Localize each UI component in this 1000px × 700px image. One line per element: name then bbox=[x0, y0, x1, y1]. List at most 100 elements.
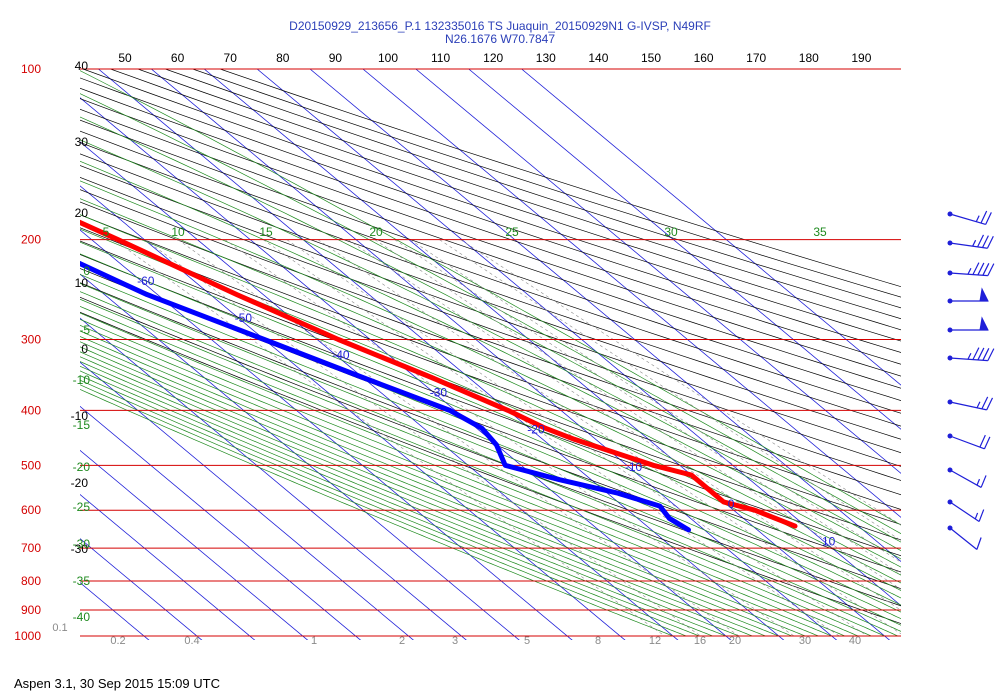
left-dew-label: -35 bbox=[73, 574, 91, 588]
moist-adiabat-line bbox=[80, 356, 766, 637]
left-temp-label: -10 bbox=[71, 409, 89, 423]
dry-adiabat-line bbox=[80, 87, 901, 365]
sounding-traces bbox=[80, 219, 798, 533]
wind-barb-flag bbox=[980, 475, 987, 488]
moist-adiabat-line bbox=[80, 389, 674, 637]
mixing-ratio-line bbox=[460, 239, 901, 526]
mixing-ratio-line bbox=[410, 239, 901, 563]
mixing-ratio-label: 0.1 bbox=[52, 622, 67, 634]
mixing-ratio-label: 3 bbox=[452, 635, 458, 647]
chart-title-line2: N26.1676 W70.7847 bbox=[444, 32, 556, 46]
moist-adiabat-line bbox=[80, 291, 901, 632]
isotherm-line bbox=[80, 449, 309, 640]
theta-e-label: 20 bbox=[369, 225, 383, 239]
moist-adiabat-line bbox=[80, 379, 700, 637]
isotherm-line bbox=[80, 538, 203, 640]
isotherm-label: -30 bbox=[430, 385, 448, 399]
dry-adiabat-line bbox=[80, 142, 901, 427]
isotherm-line bbox=[80, 361, 414, 640]
dry-adiabat-line bbox=[136, 69, 901, 320]
dry-adiabat-line bbox=[80, 240, 901, 541]
isotherm-label: -50 bbox=[235, 311, 253, 325]
moist-adiabat-line bbox=[80, 318, 859, 637]
isotherm-label: 10 bbox=[822, 534, 836, 548]
mixing-ratio-line bbox=[347, 239, 901, 611]
moist-adiabat-line bbox=[80, 139, 901, 552]
isotherm-line bbox=[80, 273, 520, 640]
wind-barb-flag bbox=[979, 434, 986, 448]
dry-adiabat-line bbox=[80, 201, 901, 496]
moist-adiabat-line bbox=[80, 241, 901, 599]
isotherm-label: -60 bbox=[137, 274, 155, 288]
wind-barb-flag bbox=[986, 397, 994, 411]
moist-adiabat-line bbox=[80, 312, 872, 637]
theta-label: 50 bbox=[118, 51, 132, 65]
wind-barb bbox=[947, 234, 994, 249]
wind-barb bbox=[947, 396, 994, 411]
isotherm-line bbox=[80, 493, 256, 640]
left-dew-label: -15 bbox=[73, 418, 91, 432]
mixing-ratio-line bbox=[394, 239, 901, 575]
wind-barb-flag bbox=[977, 347, 985, 361]
mixing-ratio-label: 2 bbox=[399, 635, 405, 647]
wind-barb-flag bbox=[980, 210, 988, 224]
dry-adiabat-line bbox=[80, 296, 901, 607]
theta-label: 160 bbox=[694, 51, 714, 65]
dry-adiabat-line bbox=[80, 214, 901, 510]
dry-adiabat-line bbox=[82, 69, 901, 342]
theta-e-label: 30 bbox=[664, 225, 678, 239]
isotherm-line bbox=[80, 317, 467, 640]
left-temp-label: 0 bbox=[81, 342, 88, 356]
dry-adiabat-line bbox=[164, 69, 901, 309]
wind-barb-flag bbox=[981, 235, 989, 248]
pressure-label-400: 400 bbox=[21, 403, 41, 417]
moist-adiabat-line bbox=[80, 70, 901, 526]
pressure-label-300: 300 bbox=[21, 333, 41, 347]
moist-adiabat-line bbox=[80, 346, 793, 637]
pressure-label-500: 500 bbox=[21, 458, 41, 472]
isotherm-line bbox=[521, 69, 901, 386]
isobar-lines bbox=[80, 68, 901, 637]
mixing-ratio-label: 0.2 bbox=[110, 635, 125, 647]
theta-label: 80 bbox=[276, 51, 290, 65]
wind-barb-flag bbox=[977, 234, 985, 248]
wind-barb-flag bbox=[987, 348, 995, 361]
moist-adiabat-line bbox=[80, 336, 819, 637]
moist-adiabat-line bbox=[80, 351, 779, 637]
theta-label: 110 bbox=[431, 51, 450, 65]
mixing-ratio-label: 40 bbox=[849, 635, 861, 647]
wind-barb bbox=[947, 316, 989, 333]
theta-label: 120 bbox=[483, 51, 503, 65]
wind-barb-shaft bbox=[949, 272, 988, 277]
moist-adiabat-line bbox=[80, 305, 885, 637]
dry-adiabat-line bbox=[80, 119, 901, 401]
wind-barb-halfflag bbox=[967, 352, 972, 360]
wind-barb bbox=[947, 467, 987, 488]
wind-barb-shaft bbox=[949, 527, 978, 550]
mixing-ratio-label: 12 bbox=[649, 635, 661, 647]
dry-adiabat-line bbox=[191, 69, 901, 298]
wind-barb-halfflag bbox=[976, 401, 981, 409]
wind-barb-shaft bbox=[949, 435, 985, 450]
pressure-label-900: 900 bbox=[21, 603, 41, 617]
pressure-label-200: 200 bbox=[21, 233, 41, 247]
wind-barb-flag bbox=[987, 263, 995, 276]
theta-label: 130 bbox=[536, 51, 556, 65]
theta-e-label: 15 bbox=[259, 225, 273, 239]
wind-barb-flag bbox=[982, 348, 990, 361]
mixing-ratio-label: 8 bbox=[595, 635, 601, 647]
wind-barb-flag bbox=[978, 509, 985, 522]
wind-barb-shaft bbox=[949, 401, 987, 411]
wind-barbs bbox=[947, 210, 995, 550]
wind-barb-shaft bbox=[949, 357, 988, 362]
wind-barb-flag bbox=[982, 263, 990, 276]
wind-barb bbox=[947, 287, 989, 304]
theta-label: 170 bbox=[746, 51, 766, 65]
dry-adiabat-line bbox=[80, 254, 901, 557]
mixing-ratio-label: 0.4 bbox=[184, 635, 199, 647]
wind-barb bbox=[947, 262, 995, 277]
wind-barb-flag bbox=[976, 537, 982, 550]
wind-barb-pennant bbox=[979, 287, 989, 302]
left-temp-label: 10 bbox=[75, 276, 89, 290]
